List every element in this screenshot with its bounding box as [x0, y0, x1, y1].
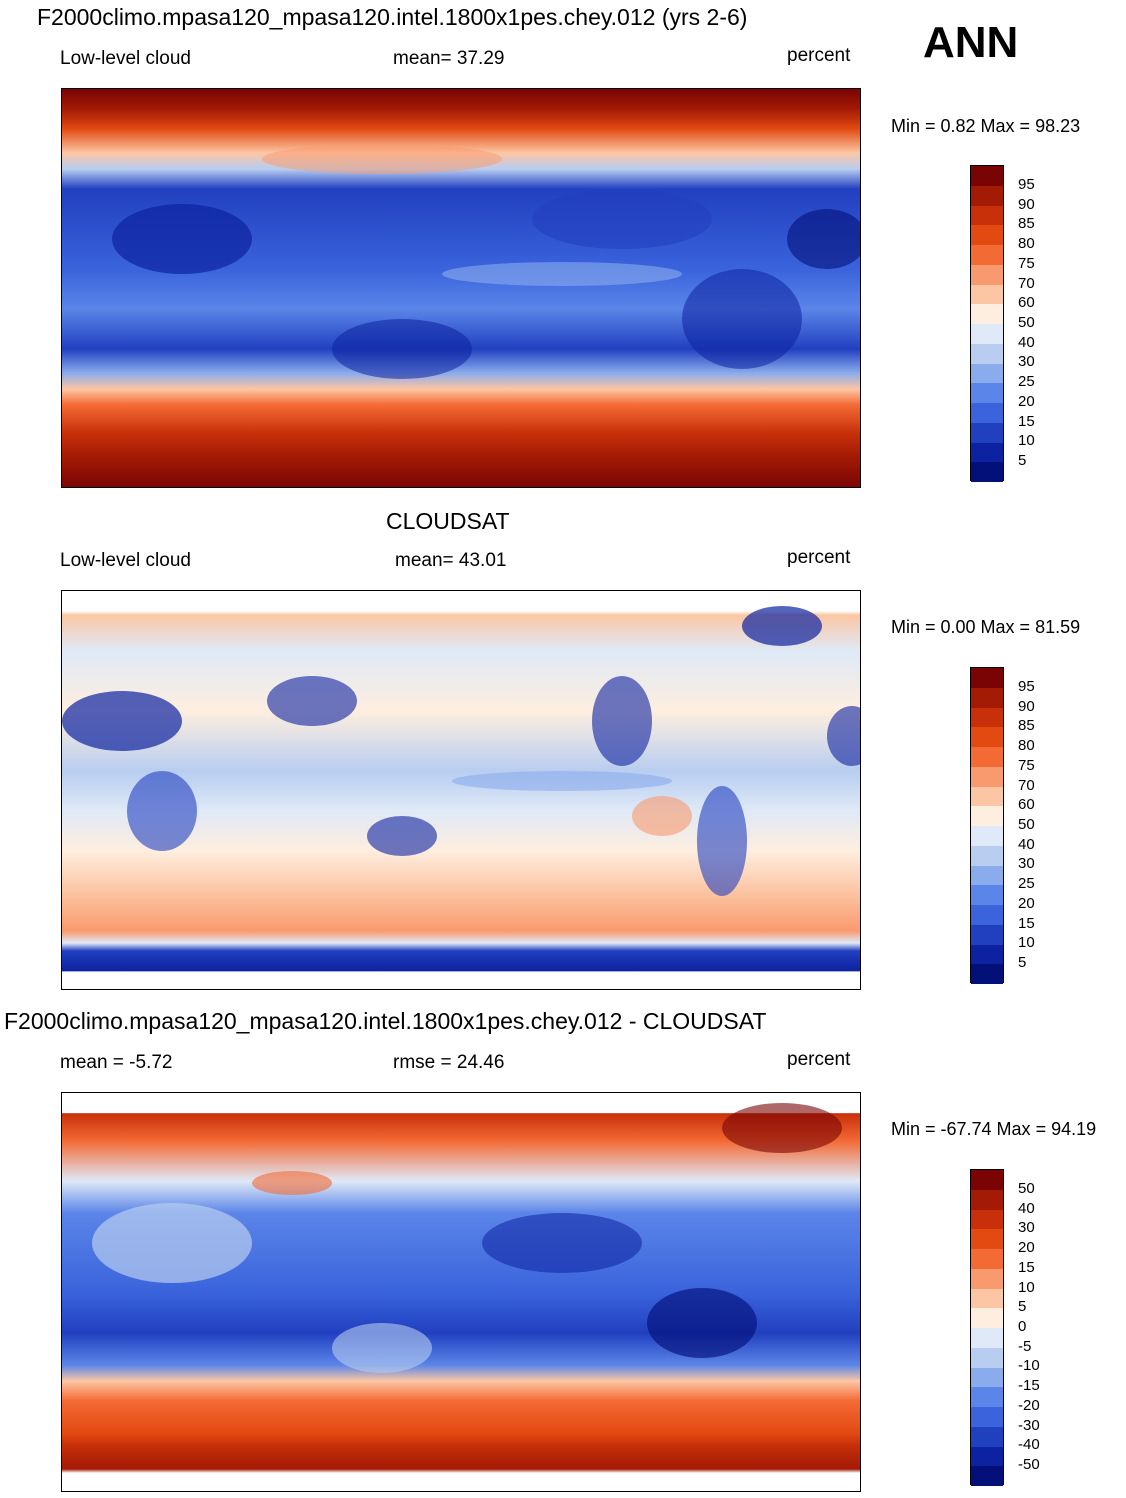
panel3-cb-label: 10: [1018, 1279, 1035, 1296]
panel3-rmse-label: rmse = 24.46: [393, 1052, 505, 1073]
panel3-cb-label: -5: [1018, 1338, 1032, 1355]
panel3-title: F2000climo.mpasa120_mpasa120.intel.1800x…: [4, 1008, 767, 1034]
panel2-minmax: Min = 0.00 Max = 81.59: [891, 617, 1081, 637]
panel2-title: CLOUDSAT: [386, 508, 510, 534]
panel3-cb-label: 30: [1018, 1219, 1035, 1236]
panel3-cb-label: 50: [1018, 1180, 1035, 1197]
panel1-mean-label: mean= 37.29: [393, 48, 505, 69]
panel1-cb-label: 40: [1018, 334, 1035, 351]
panel2-cb-label: 95: [1018, 678, 1035, 695]
panel1-cb-label: 60: [1018, 294, 1035, 311]
panel3-map: [61, 1092, 861, 1492]
panel1-colorbar: [970, 165, 1004, 482]
panel2-cb-label: 75: [1018, 757, 1035, 774]
panel3-cb-label: -50: [1018, 1456, 1040, 1473]
panel1-cb-label: 30: [1018, 353, 1035, 370]
panel2-cb-label: 80: [1018, 737, 1035, 754]
panel2-colorbar: [970, 667, 1004, 984]
panel2-units-label: percent: [787, 547, 851, 568]
panel3-minmax: Min = -67.74 Max = 94.19: [891, 1119, 1097, 1139]
panel2-cb-label: 60: [1018, 796, 1035, 813]
season-label: ANN: [923, 18, 1019, 67]
panel3-cb-label: 20: [1018, 1239, 1035, 1256]
panel1-cb-label: 70: [1018, 275, 1035, 292]
panel1-cb-label: 15: [1018, 413, 1035, 430]
panel3-cb-label: -40: [1018, 1436, 1040, 1453]
panel3-units-label: percent: [787, 1049, 851, 1070]
panel3-cb-label: -15: [1018, 1377, 1040, 1394]
panel2-map: [61, 590, 861, 990]
panel3-cb-label: -30: [1018, 1417, 1040, 1434]
panel1-cb-label: 10: [1018, 432, 1035, 449]
panel2-mean-label: mean= 43.01: [395, 550, 507, 571]
panel2-cb-label: 10: [1018, 934, 1035, 951]
panel1-cb-label: 20: [1018, 393, 1035, 410]
panel1-cb-label: 95: [1018, 176, 1035, 193]
panel2-cb-label: 30: [1018, 855, 1035, 872]
panel2-cb-label: 70: [1018, 777, 1035, 794]
panel2-cb-label: 85: [1018, 717, 1035, 734]
panel2-cb-label: 15: [1018, 915, 1035, 932]
panel1-cb-label: 5: [1018, 452, 1027, 469]
panel2-cb-label: 20: [1018, 895, 1035, 912]
panel1-cb-label: 25: [1018, 373, 1035, 390]
panel1-cb-label: 75: [1018, 255, 1035, 272]
panel1-minmax: Min = 0.82 Max = 98.23: [891, 116, 1081, 136]
panel1-cb-label: 50: [1018, 314, 1035, 331]
panel3-cb-label: -10: [1018, 1357, 1040, 1374]
panel1-map: [61, 88, 861, 488]
panel2-cb-label: 90: [1018, 698, 1035, 715]
panel2-cb-label: 40: [1018, 836, 1035, 853]
panel2-cb-label: 5: [1018, 954, 1027, 971]
panel1-title: F2000climo.mpasa120_mpasa120.intel.1800x…: [37, 4, 748, 30]
panel1-variable-label: Low-level cloud: [60, 48, 191, 69]
panel1-cb-label: 80: [1018, 235, 1035, 252]
panel3-cb-label: -20: [1018, 1397, 1040, 1414]
panel3-mean-label: mean = -5.72: [60, 1052, 173, 1073]
panel2-cb-label: 25: [1018, 875, 1035, 892]
panel2-cb-label: 50: [1018, 816, 1035, 833]
panel1-cb-label: 90: [1018, 196, 1035, 213]
panel1-units-label: percent: [787, 45, 851, 66]
panel3-cb-label: 15: [1018, 1259, 1035, 1276]
panel3-cb-label: 0: [1018, 1318, 1027, 1335]
panel2-variable-label: Low-level cloud: [60, 550, 191, 571]
panel3-cb-label: 40: [1018, 1200, 1035, 1217]
panel3-cb-label: 5: [1018, 1298, 1027, 1315]
panel3-colorbar: [970, 1169, 1004, 1486]
panel1-cb-label: 85: [1018, 215, 1035, 232]
